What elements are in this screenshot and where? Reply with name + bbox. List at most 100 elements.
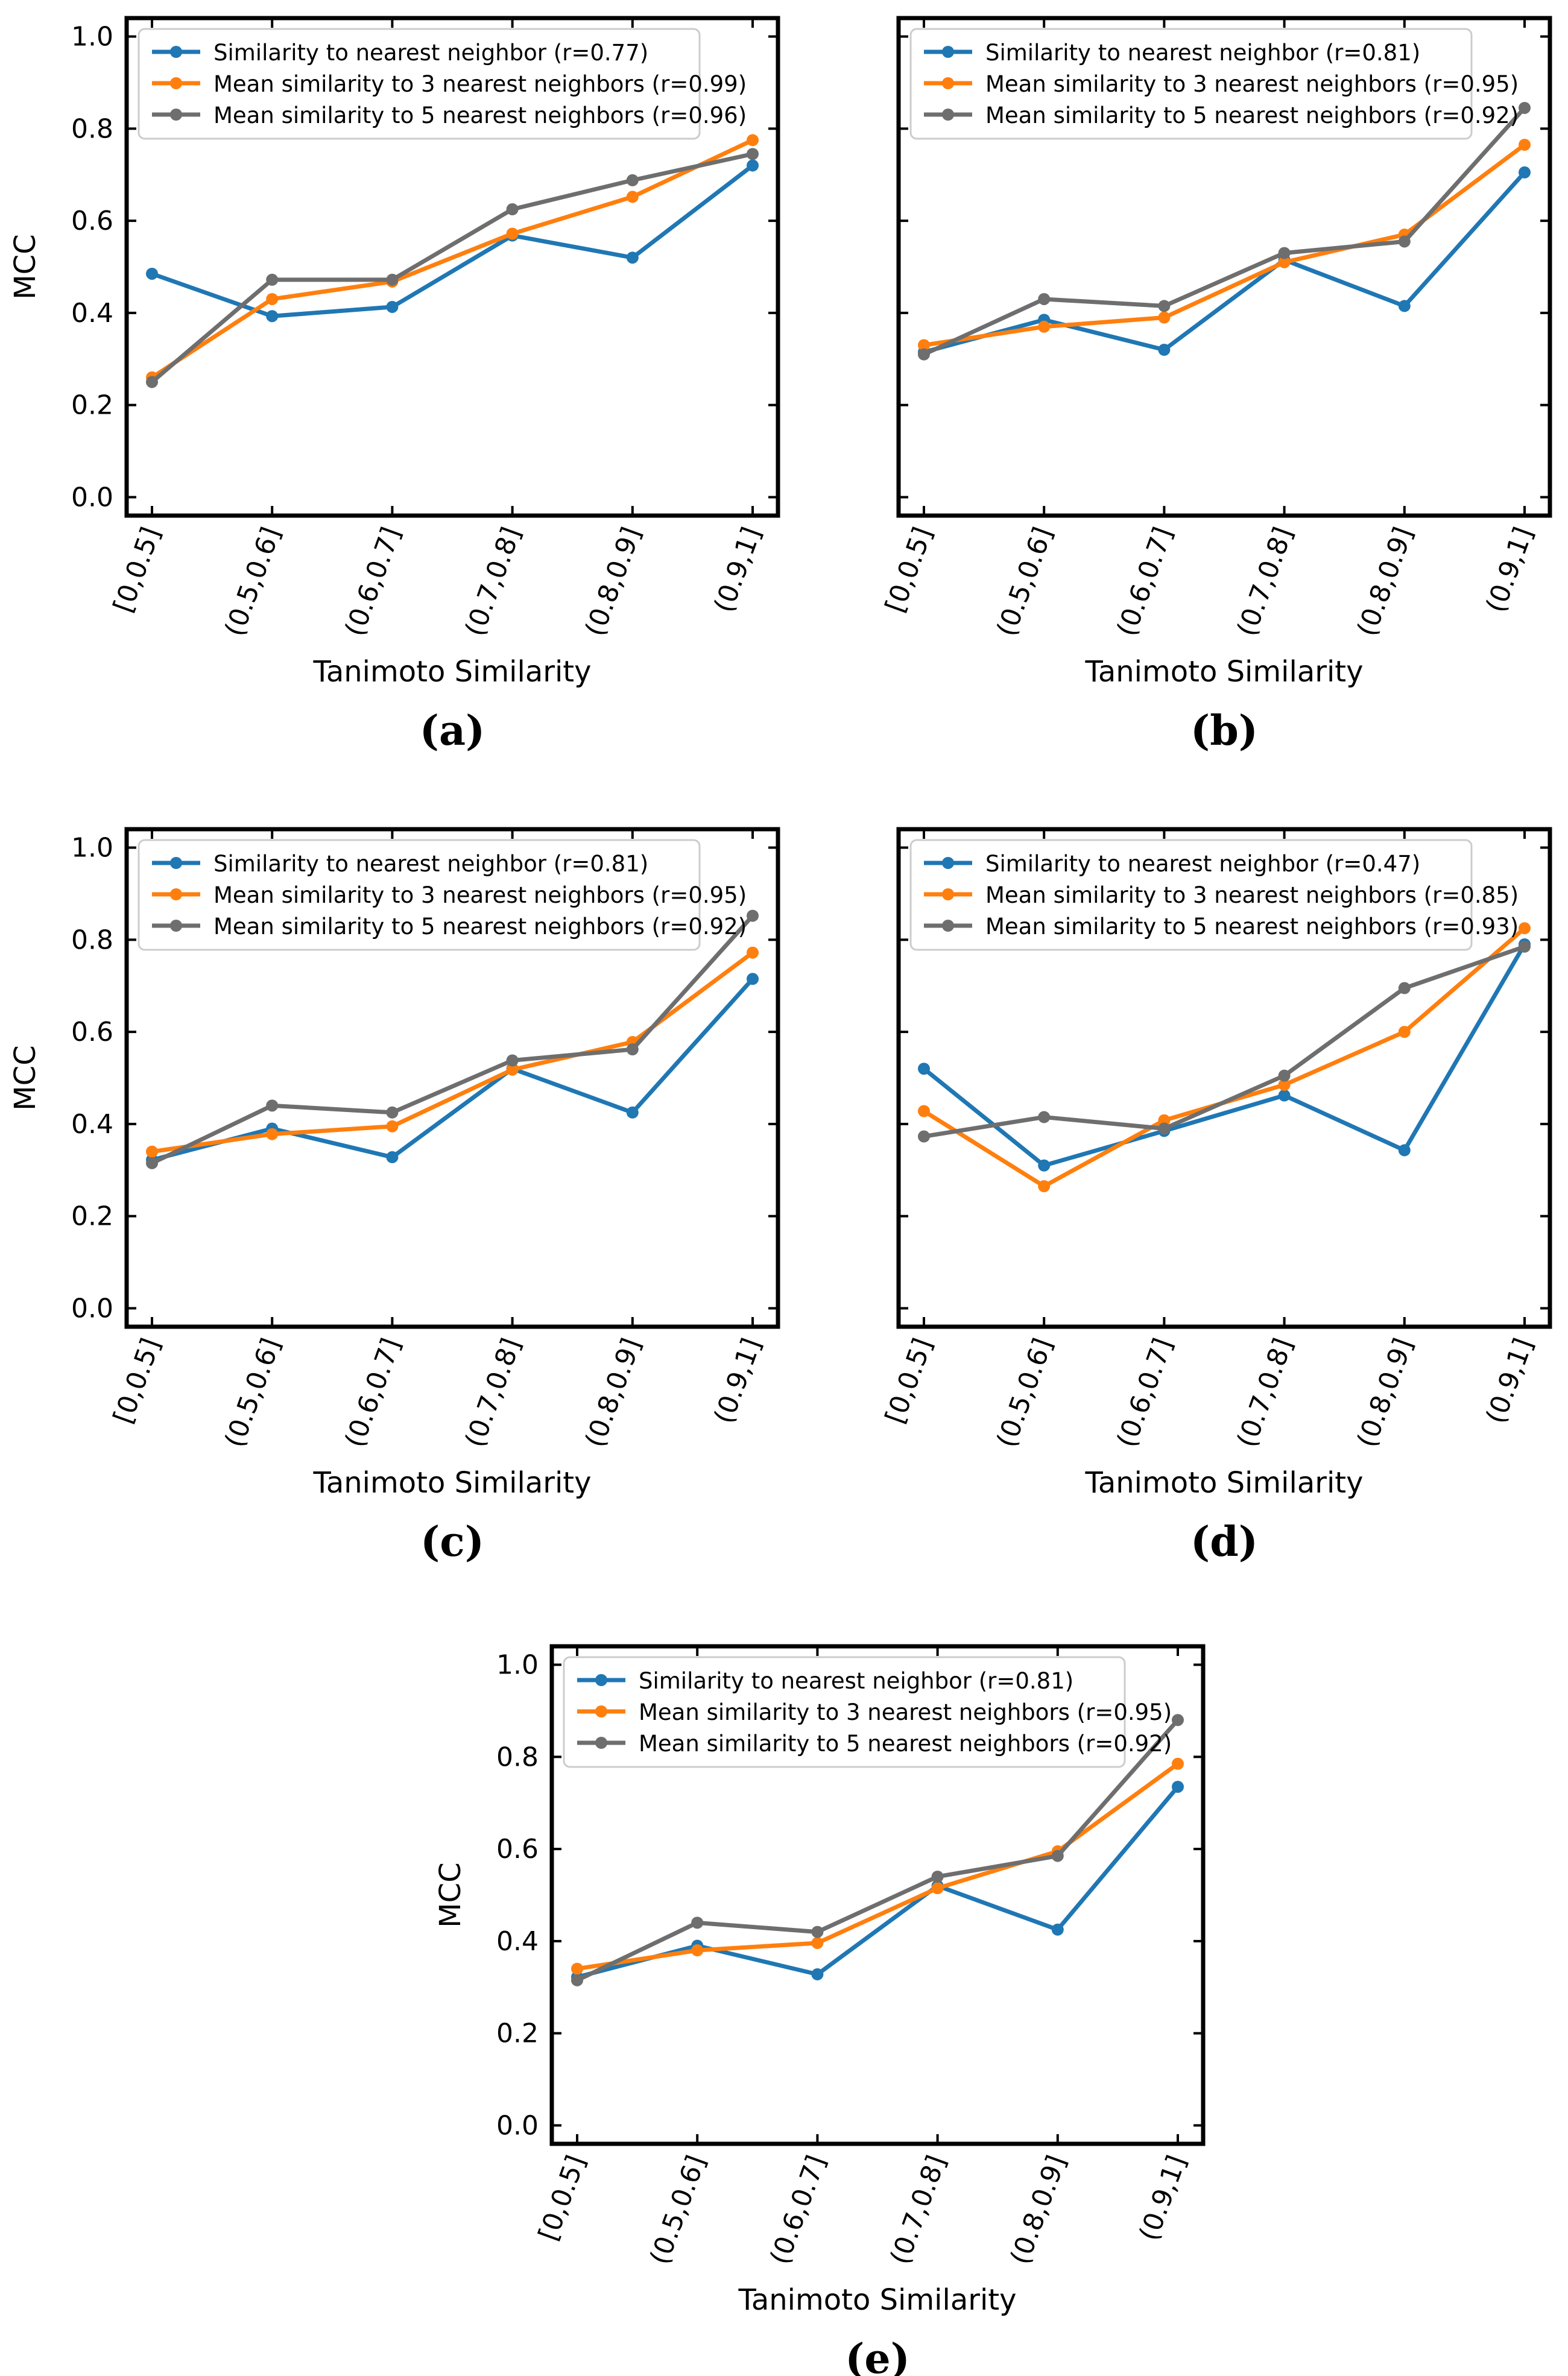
legend-entry: Mean similarity to 5 nearest neighbors (… — [213, 914, 747, 940]
chart-panel-3: [0,0.5] (0.5,0.6] (0.6,0.7] (0.7,0.8] (0.8,0… — [879, 827, 1552, 1566]
x-tick-label: (0.9,1] — [1480, 1334, 1539, 1427]
y-axis-label: MCC — [8, 234, 42, 299]
data-point — [386, 273, 399, 286]
data-point — [571, 1974, 583, 1986]
x-tick-label: (0.9,1] — [1480, 523, 1539, 616]
data-point — [266, 1128, 279, 1140]
legend-marker — [942, 888, 954, 900]
legend-marker — [942, 109, 954, 121]
x-tick-label: (0.6,0.7] — [1111, 1334, 1178, 1451]
legend-marker — [170, 109, 182, 121]
chart-panel-4: 0.0 0.2 0.4 0.6 0.8 1.0 [0,0.5] (0.5,0.6] (0.6,0… — [434, 1644, 1206, 2376]
series-line-2 — [922, 106, 1527, 357]
legend-marker — [595, 1737, 607, 1749]
data-point — [1038, 1180, 1051, 1193]
series-line-0 — [150, 163, 755, 318]
x-tick-label: (0.9,1] — [1133, 2151, 1192, 2245]
x-axis-label: Tanimoto Similarity — [738, 2283, 1016, 2317]
series-line-0 — [150, 976, 755, 1162]
y-tick-label: 1.0 — [71, 833, 113, 864]
data-point — [146, 376, 158, 388]
x-tick-label: (0.6,0.7] — [764, 2151, 832, 2268]
y-tick-label: 0.6 — [71, 206, 113, 236]
legend: Similarity to nearest neighbor (r=0.81) M… — [138, 839, 747, 951]
data-point — [1038, 1159, 1051, 1172]
x-tick-label: (0.6,0.7] — [339, 1334, 406, 1451]
x-axis-label: Tanimoto Similarity — [312, 1466, 591, 1500]
panel-label: (c) — [420, 1518, 484, 1566]
x-axis-label: Tanimoto Similarity — [1084, 655, 1363, 689]
data-point — [1158, 344, 1171, 356]
legend-marker — [942, 46, 954, 58]
data-point — [811, 1936, 824, 1949]
plot-frame — [896, 827, 1552, 1329]
data-point — [1158, 1122, 1171, 1135]
legend: Similarity to nearest neighbor (r=0.81) M… — [563, 1656, 1172, 1768]
x-tick-label: (0.7,0.8] — [1231, 523, 1299, 640]
panel-label: (d) — [1190, 1518, 1258, 1566]
data-point — [918, 339, 930, 352]
x-tick-label: (0.5,0.6] — [991, 523, 1058, 640]
legend-entry: Mean similarity to 5 nearest neighbors (… — [639, 1731, 1172, 1757]
x-tick-label: [0,0.5] — [879, 1334, 938, 1427]
data-point — [1398, 235, 1411, 248]
data-point — [626, 1043, 639, 1056]
legend-marker — [942, 920, 954, 932]
data-point — [1278, 1069, 1291, 1082]
data-point — [918, 1063, 930, 1075]
data-point — [266, 292, 279, 305]
legend-entry: Similarity to nearest neighbor (r=0.81) — [639, 1668, 1073, 1694]
series-line-2 — [150, 914, 755, 1166]
data-point — [146, 267, 158, 280]
data-point — [747, 946, 759, 959]
data-point — [1519, 139, 1531, 151]
legend-entry: Mean similarity to 5 nearest neighbors (… — [985, 914, 1519, 940]
panel-label: (e) — [845, 2335, 910, 2376]
x-axis-label: Tanimoto Similarity — [312, 655, 591, 689]
y-tick-label: 1.0 — [496, 1650, 539, 1681]
legend-marker — [942, 857, 954, 869]
data-point — [386, 1120, 399, 1133]
series-line-2 — [150, 151, 755, 384]
y-tick-label: 0.0 — [496, 2110, 539, 2141]
data-point — [811, 1926, 824, 1938]
data-point — [1519, 922, 1531, 935]
data-point — [1158, 300, 1171, 312]
data-point — [1051, 1923, 1064, 1936]
series-line-0 — [922, 942, 1527, 1168]
data-point — [571, 1962, 583, 1975]
series-line-0 — [922, 170, 1527, 355]
legend-marker — [170, 920, 182, 932]
legend-marker — [170, 857, 182, 869]
data-point — [1398, 1026, 1411, 1038]
x-tick-label: (0.8,0.9] — [1351, 1334, 1419, 1451]
x-tick-label: (0.7,0.8] — [460, 1334, 527, 1451]
legend-entry: Mean similarity to 3 nearest neighbors (… — [985, 882, 1519, 908]
y-tick-label: 0.2 — [71, 1201, 113, 1232]
panel-label: (b) — [1190, 707, 1258, 755]
legend-box — [909, 28, 1473, 140]
legend-marker — [942, 77, 954, 89]
x-tick-label: (0.9,1] — [708, 1334, 767, 1427]
x-tick-label: (0.8,0.9] — [1351, 523, 1419, 640]
y-tick-label: 0.2 — [496, 2018, 539, 2049]
legend-marker — [170, 77, 182, 89]
y-tick-label: 0.4 — [496, 1926, 539, 1957]
x-tick-label: [0,0.5] — [879, 523, 938, 616]
data-point — [1398, 1144, 1411, 1157]
data-point — [506, 203, 519, 216]
data-point — [1519, 940, 1531, 953]
data-point — [1278, 247, 1291, 259]
data-point — [918, 348, 930, 361]
y-tick-label: 0.4 — [71, 1109, 113, 1140]
legend-marker — [595, 1705, 607, 1717]
x-axis-label: Tanimoto Similarity — [1084, 1466, 1363, 1500]
x-tick-label: (0.8,0.9] — [580, 523, 647, 640]
legend: Similarity to nearest neighbor (r=0.47) M… — [909, 839, 1519, 951]
y-tick-label: 0.8 — [71, 924, 113, 955]
data-point — [386, 1106, 399, 1119]
legend-box — [138, 839, 701, 951]
chart-panel-0: 0.0 0.2 0.4 0.6 0.8 1.0 [0,0.5] (0.5,0.6] (0.6,0… — [8, 16, 780, 755]
data-point — [931, 1882, 944, 1895]
